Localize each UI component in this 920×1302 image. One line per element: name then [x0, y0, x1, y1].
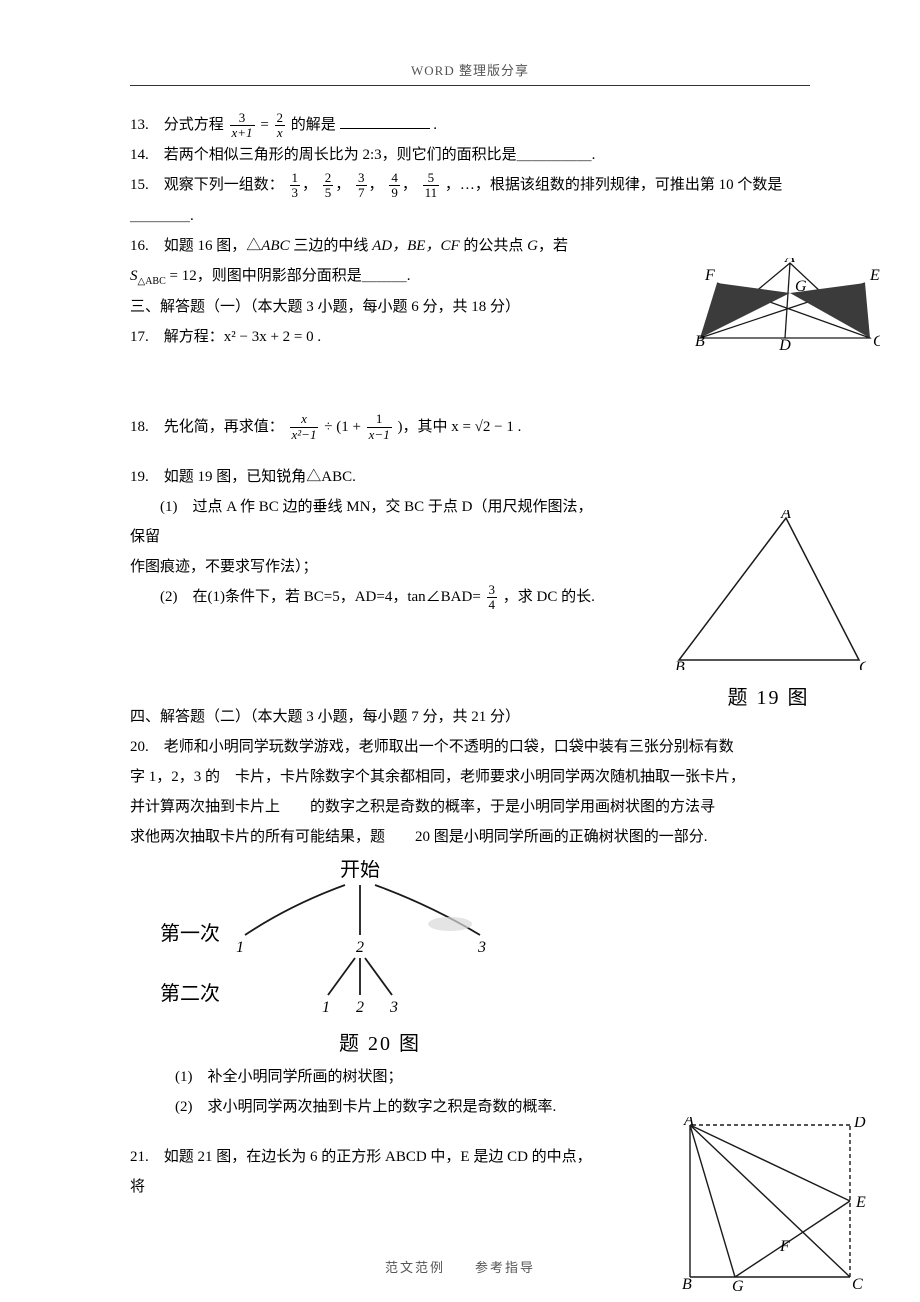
- svg-text:G: G: [732, 1278, 744, 1292]
- svg-text:A: A: [784, 258, 795, 266]
- q13-suffix: 的解是: [291, 117, 336, 133]
- svg-text:E: E: [869, 267, 880, 284]
- svg-text:D: D: [853, 1117, 866, 1131]
- figure-20: 开始 1 2 3 第一次 1 2 3 第二次 题 20 图: [150, 860, 810, 1056]
- q20-p1: 20. 老师和小明同学玩数学游戏，老师取出一个不透明的口袋，口袋中装有三张分别标…: [130, 732, 810, 762]
- q15-prefix: 15. 观察下列一组数：: [130, 177, 284, 193]
- svg-text:2: 2: [356, 999, 364, 1016]
- q13-blank: [340, 113, 430, 129]
- svg-text:C: C: [859, 659, 866, 670]
- svg-text:1: 1: [322, 999, 330, 1016]
- svg-text:第一次: 第一次: [160, 922, 220, 945]
- q15: 15. 观察下列一组数： 13， 25， 37， 49， 511 ，…，根据该组…: [130, 170, 810, 200]
- svg-text:B: B: [675, 659, 685, 670]
- svg-text:1: 1: [236, 939, 244, 956]
- svg-text:A: A: [683, 1117, 694, 1129]
- q13-prefix: 13. 分式方程: [130, 117, 224, 133]
- header-rule: [130, 85, 810, 86]
- figure-20-caption: 题 20 图: [170, 1027, 590, 1056]
- q19-l1: 19. 如题 19 图，已知锐角△ABC.: [130, 462, 810, 492]
- svg-text:2: 2: [356, 939, 364, 956]
- svg-text:B: B: [682, 1276, 692, 1292]
- page-footer: 范文范例 参考指导: [0, 1257, 920, 1276]
- q13-frac1: 3 x+1: [230, 111, 255, 141]
- page: WORD 整理版分享 13. 分式方程 3 x+1 = 2 x 的解是 . 14…: [0, 0, 920, 1302]
- svg-text:3: 3: [389, 999, 398, 1016]
- q20-p3: 并计算两次抽到卡片上 的数字之积是奇数的概率，于是小明同学用画树状图的方法寻: [130, 792, 810, 822]
- page-header: WORD 整理版分享: [130, 60, 810, 79]
- svg-text:3: 3: [477, 939, 486, 956]
- section-3: 三、解答题（一）（本大题 3 小题，每小题 6 分，共 18 分）: [130, 292, 810, 322]
- q14: 14. 若两个相似三角形的周长比为 2:3，则它们的面积比是＿＿＿＿＿.: [130, 140, 810, 170]
- q20-p4: 求他两次抽取卡片的所有可能结果，题 20 图是小明同学所画的正确树状图的一部分.: [130, 822, 810, 852]
- q17: 17. 解方程：x² − 3x + 2 = 0 .: [130, 322, 810, 352]
- section-4: 四、解答题（二）（本大题 3 小题，每小题 7 分，共 21 分）: [130, 702, 810, 732]
- q20-p2: 字 1，2，3 的 卡片，卡片除数字个其余都相同，老师要求小明同学两次随机抽取一…: [130, 762, 810, 792]
- svg-text:C: C: [873, 333, 880, 350]
- q20-sub1: (1) 补全小明同学所画的树状图；: [130, 1062, 810, 1092]
- figure-19: A B C 题 19 图: [671, 510, 866, 710]
- q15-suffix: ，…，根据该组数的排列规律，可推出第 10 个数是: [445, 177, 783, 193]
- svg-text:E: E: [855, 1194, 866, 1211]
- svg-text:F: F: [704, 267, 715, 284]
- svg-text:A: A: [780, 510, 791, 522]
- q18: 18. 先化简，再求值： xx²−1 ÷ (1 + 1x−1 )，其中 x = …: [130, 412, 810, 442]
- q13-end: .: [433, 117, 437, 133]
- svg-text:C: C: [852, 1276, 863, 1292]
- q13: 13. 分式方程 3 x+1 = 2 x 的解是 .: [130, 110, 810, 140]
- svg-text:第二次: 第二次: [160, 982, 220, 1005]
- fig20-start: 开始: [340, 860, 380, 881]
- q16-l1: 16. 如题 16 图，△ABC 三边的中线 AD，BE，CF 的公共点 G，若: [130, 231, 810, 261]
- q15-line2: ＿＿＿＿.: [130, 201, 810, 231]
- svg-text:F: F: [779, 1238, 790, 1255]
- q13-frac2: 2 x: [275, 111, 286, 141]
- q13-eq: =: [260, 117, 268, 133]
